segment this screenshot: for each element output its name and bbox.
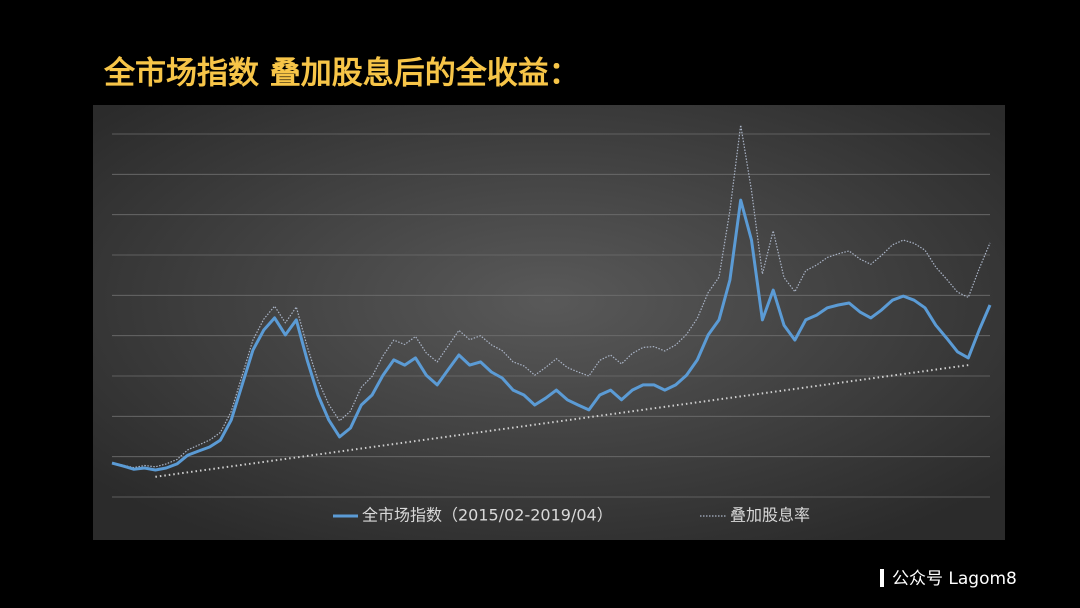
slide-title: 全市场指数 叠加股息后的全收益： bbox=[103, 56, 580, 92]
plot: 全市场指数（2015/02-2019/04） 叠加股息率 bbox=[111, 124, 992, 525]
series-line bbox=[111, 198, 992, 472]
footer-text: 公众号 Lagom8 bbox=[892, 569, 1017, 589]
trend-line bbox=[155, 364, 969, 478]
series-line bbox=[111, 124, 991, 469]
chart-area bbox=[93, 105, 1005, 540]
legend-label: 叠加股息率 bbox=[730, 506, 810, 525]
footer-bar bbox=[880, 569, 884, 587]
legend-label: 全市场指数（2015/02-2019/04） bbox=[362, 506, 613, 525]
